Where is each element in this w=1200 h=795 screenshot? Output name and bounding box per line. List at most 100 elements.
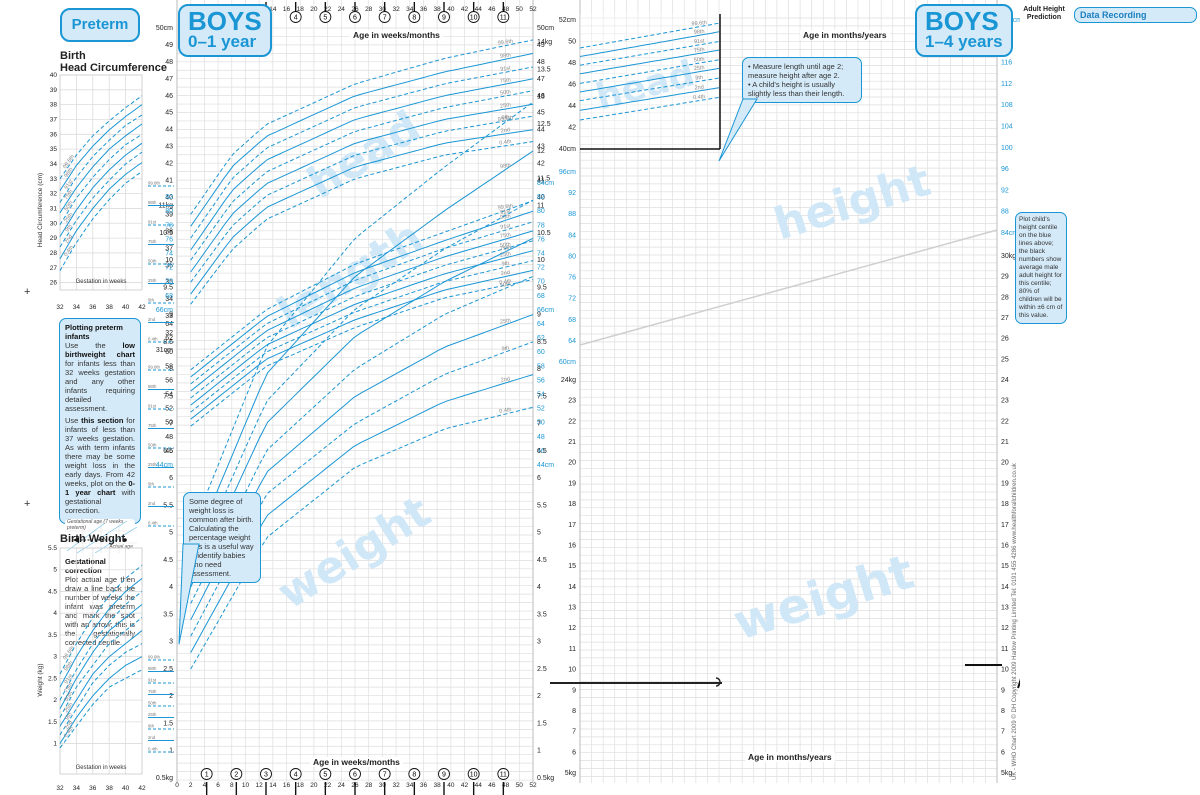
svg-text:2nd: 2nd	[148, 501, 156, 506]
weight-axis-tick: 2	[169, 693, 173, 700]
month-marker: 11	[500, 772, 507, 779]
week-tick: 44	[475, 782, 483, 789]
length-axis-tick: 68	[165, 293, 173, 300]
info-bold: low birthweight chart	[65, 341, 135, 359]
adult-height-note: Plot child's height centile on the blue …	[1015, 212, 1067, 324]
svg-text:99.6th: 99.6th	[148, 181, 161, 186]
weight-axis-tick: 18	[568, 501, 576, 508]
svg-text:91st: 91st	[148, 220, 157, 225]
month-marker: 3	[264, 772, 268, 779]
length-axis-tick: 50	[165, 420, 173, 427]
centile-label: 91st	[64, 178, 75, 190]
svg-text:25th: 25th	[148, 462, 157, 467]
length-axis-tick: 66cm	[537, 307, 554, 314]
weight-axis-tick: 20	[568, 460, 576, 467]
centile-label: 75th	[63, 189, 74, 201]
weight-axis-tick: 20	[1001, 460, 1009, 467]
month-marker: 2	[234, 772, 238, 779]
svg-text:75th: 75th	[148, 423, 157, 428]
month-marker: 8	[412, 772, 416, 779]
centile-label: 25th	[63, 212, 74, 224]
svg-text:50th: 50th	[148, 259, 157, 264]
preterm-head-chart: 40 39 38 37 36 35 34 33 32 31 30 29 28 27 26 32 34 36 38 4…	[37, 72, 146, 311]
head-axis-tick: 47	[537, 76, 545, 83]
weight-axis-tick: 3.5	[163, 611, 173, 618]
centile-label: 25th	[500, 251, 511, 258]
length-axis-tick: 66cm	[156, 307, 173, 314]
weight-axis-tick: 8	[169, 366, 173, 373]
centile-line	[59, 170, 143, 271]
y-tick: 34	[50, 161, 58, 168]
centile-line	[579, 77, 720, 102]
correction-title: Gestational correction	[65, 557, 106, 575]
head-axis-tick: 41	[537, 178, 545, 185]
weight-axis-tick: 10	[165, 257, 173, 264]
weight-axis-tick: 13.5	[537, 66, 551, 73]
y-tick: 4	[53, 610, 57, 617]
x-tick: 38	[106, 785, 114, 792]
centile-label: 99.6th	[497, 115, 513, 123]
length-axis-tick: 62	[165, 335, 173, 342]
weight-axis-tick: 16	[568, 542, 576, 549]
head-axis-tick: 39	[165, 211, 173, 218]
svg-text:50th: 50th	[148, 701, 157, 706]
height-axis-tick: 112	[1001, 81, 1012, 88]
weight-axis-tick: 12	[537, 148, 545, 155]
centile-label: 91st	[64, 673, 75, 685]
week-tick: 16	[283, 782, 291, 789]
head-axis-tick: 49	[537, 42, 545, 49]
length-axis-tick: 46	[165, 448, 173, 455]
week-tick: 28	[365, 6, 373, 13]
weight-axis-tick: 1.5	[537, 720, 547, 727]
week-tick: 22	[324, 782, 332, 789]
centile-line	[190, 101, 534, 533]
weight-axis-tick: 7	[169, 421, 173, 428]
y-tick: 38	[50, 102, 58, 109]
week-tick: 30	[379, 6, 387, 13]
weight-axis-tick: 2.5	[537, 666, 547, 673]
y-tick: 30	[50, 220, 58, 227]
week-tick: 0	[175, 782, 179, 789]
centile-label: 2nd	[501, 127, 511, 134]
adult-height-title: Adult Height Prediction	[1023, 6, 1065, 21]
weight-axis-tick: 23	[568, 398, 576, 405]
centile-line	[190, 275, 534, 604]
y-tick: 31	[50, 205, 58, 212]
gestational-diagram: Gestational age (7 weeks preterm) Actual…	[65, 519, 137, 553]
head-axis-tick: 52cm	[559, 17, 576, 24]
weight-axis-tick: 9.5	[163, 284, 173, 291]
centile-label: 50th	[694, 57, 705, 64]
svg-text:0.4th: 0.4th	[148, 337, 158, 342]
centile-label: 91st	[694, 38, 705, 45]
weight-axis-tick: 4	[537, 584, 541, 591]
week-tick: 10	[242, 782, 250, 789]
preterm-head-title-line1: Birth	[60, 50, 86, 62]
centile-label: 0.4th	[499, 278, 512, 286]
length-axis-tick: 80	[165, 208, 173, 215]
centile-label: 2nd	[501, 376, 511, 383]
length-axis-tick: 72	[165, 265, 173, 272]
centile-line	[190, 237, 534, 588]
head-axis-tick: 44	[165, 127, 173, 134]
weight-axis-tick: 18	[1001, 501, 1009, 508]
y-tick: 5	[53, 567, 57, 574]
head-axis-tick: 40cm	[559, 146, 576, 153]
centile-line	[59, 578, 143, 688]
week-tick: 14	[269, 6, 277, 13]
centile-label: 9th	[64, 224, 73, 234]
info-text: Use the	[65, 341, 123, 350]
length-note-1: Measure length until age 2; measure heig…	[748, 62, 844, 80]
centile-label: 2nd	[501, 270, 511, 277]
week-tick: 50	[516, 782, 524, 789]
head-axis-tick: 44	[568, 103, 576, 110]
y-tick: 1.5	[48, 719, 57, 726]
centile-line	[579, 49, 720, 75]
weight-axis-tick: 6	[572, 749, 576, 756]
centile-label: 98th	[500, 163, 511, 170]
gestation-label: Gestation in weeks	[76, 765, 127, 771]
week-tick: 32	[392, 782, 400, 789]
weight-axis-tick: 6.5	[163, 448, 173, 455]
head-axis-tick: 32	[165, 330, 173, 337]
weight-axis-tick: 7	[1001, 729, 1005, 736]
weight-axis-tick: 1.5	[163, 720, 173, 727]
